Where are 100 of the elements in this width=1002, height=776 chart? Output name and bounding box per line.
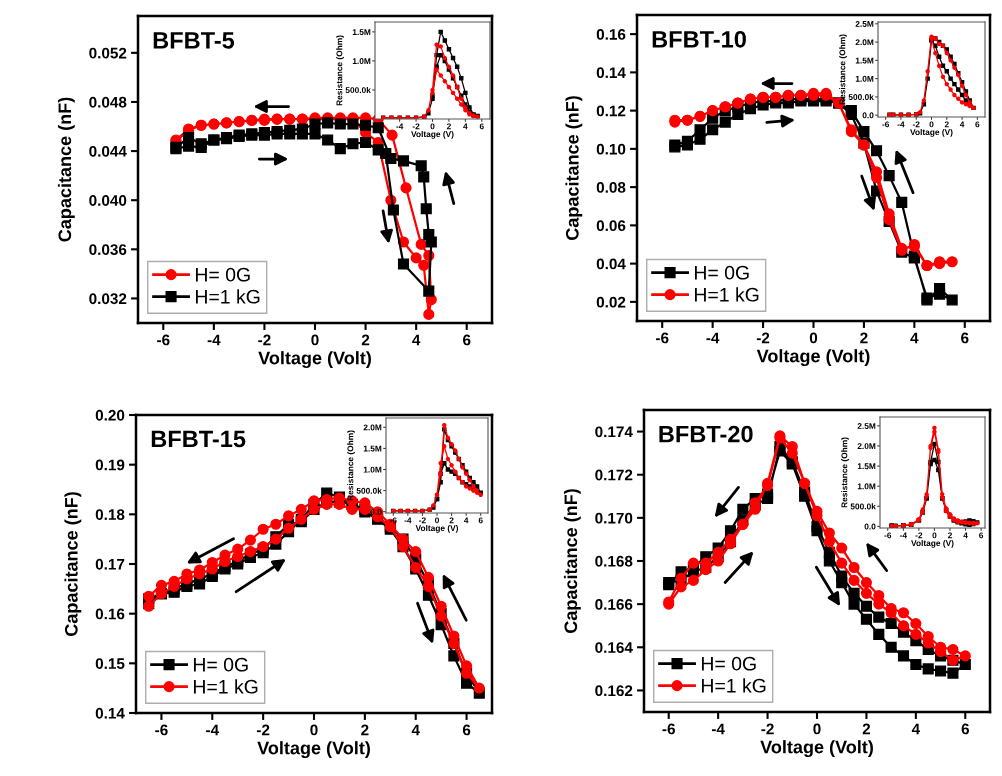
legend-label: H=1 kG xyxy=(694,287,759,302)
x-tick-label: 4 xyxy=(963,532,968,539)
x-tick-label: 0 xyxy=(310,724,318,736)
x-tick-label: 0 xyxy=(813,723,821,735)
y-axis-title: Capacitance (nF) xyxy=(64,492,82,636)
y-tick-label: 2.0M xyxy=(857,443,876,450)
y-tick-label: 2.0M xyxy=(855,39,874,46)
y-tick-label: 2.5M xyxy=(855,21,874,27)
legend-label: H=1 kG xyxy=(701,678,766,693)
x-tick-label: 4 xyxy=(911,723,921,735)
y-tick-label: 1.0M xyxy=(855,75,874,82)
y-tick-label: 0.0 xyxy=(862,112,874,119)
x-tick-label: -2 xyxy=(756,332,770,344)
y-tick-label: 1.5M xyxy=(857,463,876,470)
y-axis-title: Resistance (Ohm) xyxy=(839,34,847,105)
y-tick-label: 0.162 xyxy=(595,685,633,697)
y-axis-title: Resistance (Ohm) xyxy=(336,35,344,106)
y-tick-label: 500.0k xyxy=(848,93,874,101)
y-tick-label: 1.0M xyxy=(363,466,382,473)
y-tick-label: 0.032 xyxy=(89,293,127,305)
x-tick-label: 4 xyxy=(910,332,919,344)
x-tick-label: 4 xyxy=(411,724,420,736)
x-tick-label: -6 xyxy=(884,532,892,539)
text: BFBT-20 xyxy=(659,425,753,443)
y-axis-title: Resistance (Ohm) xyxy=(347,430,355,501)
x-tick-label: 0 xyxy=(430,123,435,130)
y-tick-label: 0.172 xyxy=(595,469,633,481)
x-tick-label: 4 xyxy=(959,121,965,128)
x-axis-title: Voltage (V) xyxy=(415,524,459,533)
y-axis-title: Capacitance (nF) xyxy=(565,96,583,240)
y-tick-label: 0.20 xyxy=(95,409,125,421)
y-tick-label: 0.12 xyxy=(596,105,626,117)
x-tick-label: -4 xyxy=(897,121,905,128)
text: BFBT-15 xyxy=(151,430,246,448)
y-tick-label: 2.5M xyxy=(857,423,876,429)
y-tick-label: 0.036 xyxy=(89,244,127,256)
x-tick-label: 0 xyxy=(929,121,934,128)
y-tick-label: 0.0 xyxy=(864,523,876,530)
x-tick-label: -2 xyxy=(761,723,774,735)
y-tick-label: 0.16 xyxy=(95,608,125,620)
x-tick-label: -4 xyxy=(206,724,219,736)
x-axis-title: Voltage (V) xyxy=(910,128,953,137)
x-tick-label: -6 xyxy=(155,724,168,736)
y-tick-label: 0.0 xyxy=(370,508,382,515)
y-tick-label: 0.16 xyxy=(596,28,626,40)
legend-label: H= 0G xyxy=(195,267,250,282)
x-tick-label: -2 xyxy=(256,724,270,736)
x-axis-title: Voltage (V) xyxy=(411,130,454,139)
x-tick-label: 2 xyxy=(860,332,868,344)
y-tick-label: 0.08 xyxy=(596,181,626,193)
y-tick-label: 0.040 xyxy=(89,195,127,206)
x-tick-label: -6 xyxy=(882,121,890,128)
x-tick-label: 6 xyxy=(975,121,980,128)
y-axis-title: Capacitance (nF) xyxy=(563,489,581,633)
x-tick-label: -6 xyxy=(656,332,669,344)
x-tick-label: -6 xyxy=(662,723,675,735)
y-tick-label: 500.0k xyxy=(850,503,876,510)
y-axis-title: Resistance (Ohm) xyxy=(841,437,849,508)
y-tick-label: 0.04 xyxy=(596,258,626,270)
x-tick-label: -4 xyxy=(404,517,412,524)
y-tick-label: 1.0M xyxy=(352,58,371,65)
x-tick-label: -4 xyxy=(711,723,725,735)
x-tick-label: 2 xyxy=(862,723,871,735)
x-tick-label: 0 xyxy=(435,517,439,524)
y-tick-label: 1.0M xyxy=(857,483,876,490)
x-tick-label: 4 xyxy=(463,123,468,130)
y-tick-label: 0.15 xyxy=(95,658,125,670)
x-tick-label: -4 xyxy=(207,334,221,346)
x-axis-title: Voltage (V) xyxy=(911,539,954,548)
y-tick-label: 0.02 xyxy=(596,296,626,308)
x-tick-label: 2 xyxy=(361,334,370,346)
y-tick-label: 0.174 xyxy=(595,426,633,438)
x-tick-label: -6 xyxy=(157,334,170,346)
y-tick-label: 1.5M xyxy=(363,445,382,452)
y-tick-label: 0.168 xyxy=(595,555,633,567)
x-axis-title: Voltage (Volt) xyxy=(258,351,371,369)
legend-label: H= 0G xyxy=(193,657,248,672)
y-axis-title: Capacitance (nF) xyxy=(57,97,75,242)
x-tick-label: 4 xyxy=(412,334,421,346)
y-tick-label: 0.052 xyxy=(89,47,127,59)
x-tick-label: 0 xyxy=(932,532,937,539)
legend-label: H= 0G xyxy=(701,656,756,671)
y-tick-label: 0.164 xyxy=(595,642,633,653)
x-tick-label: -2 xyxy=(912,121,920,128)
y-tick-label: 0.17 xyxy=(95,558,125,570)
x-tick-label: -2 xyxy=(419,517,426,524)
x-axis-title: Voltage (Volt) xyxy=(756,349,870,367)
x-tick-label: 6 xyxy=(478,517,483,524)
y-tick-label: 0.166 xyxy=(595,599,633,610)
x-tick-label: 0 xyxy=(311,334,319,346)
y-tick-label: 500.0k xyxy=(356,487,382,494)
x-tick-label: 6 xyxy=(979,532,984,539)
x-axis-title: Voltage (Volt) xyxy=(760,740,873,758)
x-axis-title: Voltage (Volt) xyxy=(257,741,370,759)
legend-label: H= 0G xyxy=(694,265,749,280)
x-tick-label: -2 xyxy=(915,532,923,539)
text: BFBT-10 xyxy=(652,30,746,48)
x-tick-label: -4 xyxy=(396,123,404,130)
x-tick-label: 6 xyxy=(463,334,471,346)
x-tick-label: 6 xyxy=(961,723,969,735)
